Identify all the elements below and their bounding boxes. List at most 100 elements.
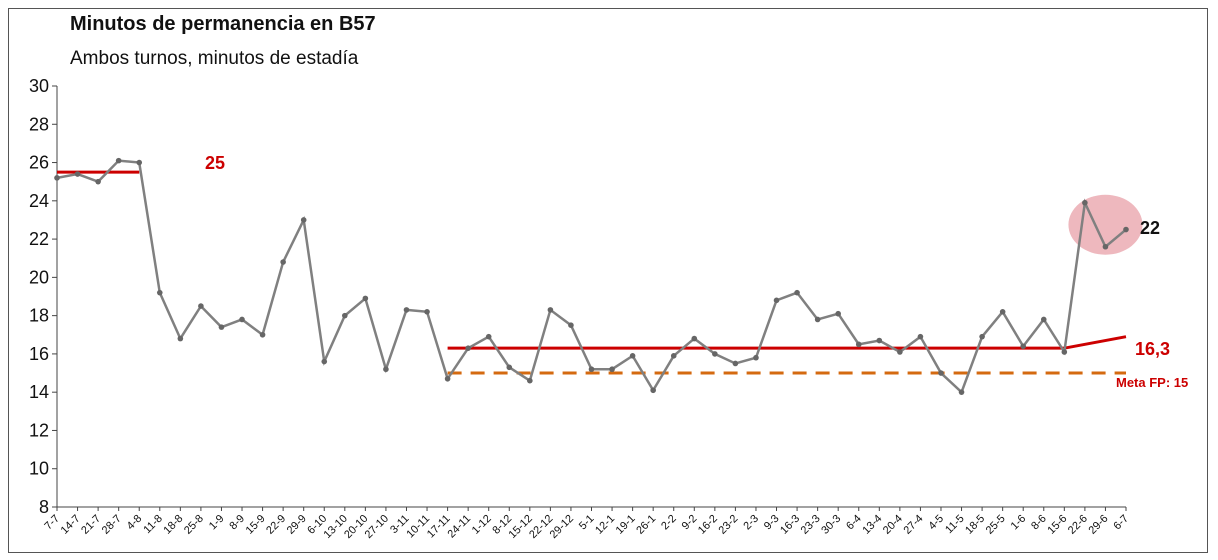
y-tick-label: 12 [29,420,49,440]
x-tick-label: 1-9 [207,513,227,533]
x-tick-label: 1-12 [470,513,494,537]
data-point [218,324,225,330]
data-point [1061,349,1068,355]
x-tick-label: 1-6 [1009,513,1029,533]
y-tick-label: 16 [29,344,49,364]
data-point [547,307,554,313]
annotations: 25 16,3 22 Meta FP: 15 [205,153,1188,390]
x-tick-label: 27-10 [363,513,391,541]
data-point [938,370,944,376]
data-point [54,175,60,181]
x-tick-label: 25-8 [182,513,206,537]
x-tick-label: 24-11 [445,513,473,541]
data-point [917,333,924,340]
x-tick-label: 23-3 [799,513,823,537]
data-point [629,353,636,359]
data-point [403,307,410,313]
x-tick-label: 19-1 [614,513,638,537]
y-axis-ticks: 8 10 12 14 16 18 20 22 24 26 28 30 [29,76,57,517]
x-tick-label: 20-4 [881,513,905,537]
x-tick-label: 11-5 [943,513,966,536]
data-point [897,349,903,355]
y-tick-label: 24 [29,191,49,211]
series-line [54,157,1129,395]
data-point [156,289,163,296]
y-tick-label: 18 [29,306,49,326]
x-tick-label: 18-5 [963,513,987,537]
data-point [691,335,698,342]
x-tick-label: 18-8 [161,513,185,537]
x-tick-label: 16-2 [696,513,720,537]
data-point [794,289,800,296]
data-point [239,316,245,323]
data-point [814,316,821,323]
data-point [115,157,122,164]
x-tick-label: 15-9 [244,513,268,537]
data-point [1102,243,1109,250]
data-point [424,309,430,315]
data-point [876,337,883,344]
data-point [280,259,286,265]
y-tick-label: 8 [39,497,49,517]
y-tick-label: 30 [29,76,49,96]
data-point [609,366,615,373]
x-tick-label: 14-7 [59,513,83,537]
x-tick-label: 11-8 [141,513,164,536]
data-point [712,351,718,357]
data-point [300,217,307,223]
x-tick-label: 27-4 [901,513,925,537]
x-tick-label: 16-3 [778,513,802,537]
y-tick-label: 22 [29,229,49,249]
data-point [321,358,328,365]
x-axis-ticks: 7-714-721-728-7 4-811-818-825-8 1-9 8-915-9… [42,507,1131,541]
data-point [259,331,266,338]
data-point [198,303,204,309]
y-tick-label: 10 [29,459,49,479]
x-tick-label: 22-6 [1066,513,1090,537]
x-tick-label: 13-4 [860,513,884,537]
data-point [753,354,759,361]
y-tick-label: 26 [29,153,49,173]
x-tick-label: 29-9 [285,513,309,537]
x-tick-label: 29-6 [1086,513,1110,537]
x-tick-label: 21-7 [79,513,103,537]
data-point [74,171,81,177]
data-point [506,364,513,371]
data-point [1040,316,1047,323]
data-point [855,341,862,348]
x-tick-label: 22-9 [264,513,288,537]
data-point [1082,199,1088,206]
reference-lines [57,170,1127,375]
axes [56,86,1126,508]
x-tick-label: 28-7 [100,513,124,537]
data-point [773,297,780,304]
data-point [342,312,348,319]
annotation-last-value: 22 [1140,218,1160,238]
annotation-target: Meta FP: 15 [1116,375,1188,390]
y-tick-label: 28 [29,114,49,134]
data-point [670,353,677,359]
x-tick-label: 2-3 [741,513,761,533]
data-point [588,366,595,373]
chart-frame [8,8,1208,553]
data-point [999,309,1006,315]
data-point [95,178,101,185]
y-tick-label: 20 [29,267,49,287]
chart-title: Minutos de permanencia en B57 [70,13,376,35]
x-tick-label: 26-1 [634,513,658,537]
data-point [177,335,184,342]
annotation-avg-period1: 25 [205,153,225,173]
data-point [465,345,471,351]
x-tick-label: 2-2 [659,513,679,533]
series-polyline [56,159,1127,395]
annotation-avg-period2: 16,3 [1135,339,1170,359]
data-point [444,375,451,382]
data-point [1020,343,1027,350]
data-point [136,159,143,166]
data-point [362,295,369,302]
x-tick-label: 29-12 [548,513,576,541]
data-point [650,387,656,394]
x-tick-label: 6-7 [1111,513,1131,533]
x-tick-label: 4-8 [125,513,145,533]
